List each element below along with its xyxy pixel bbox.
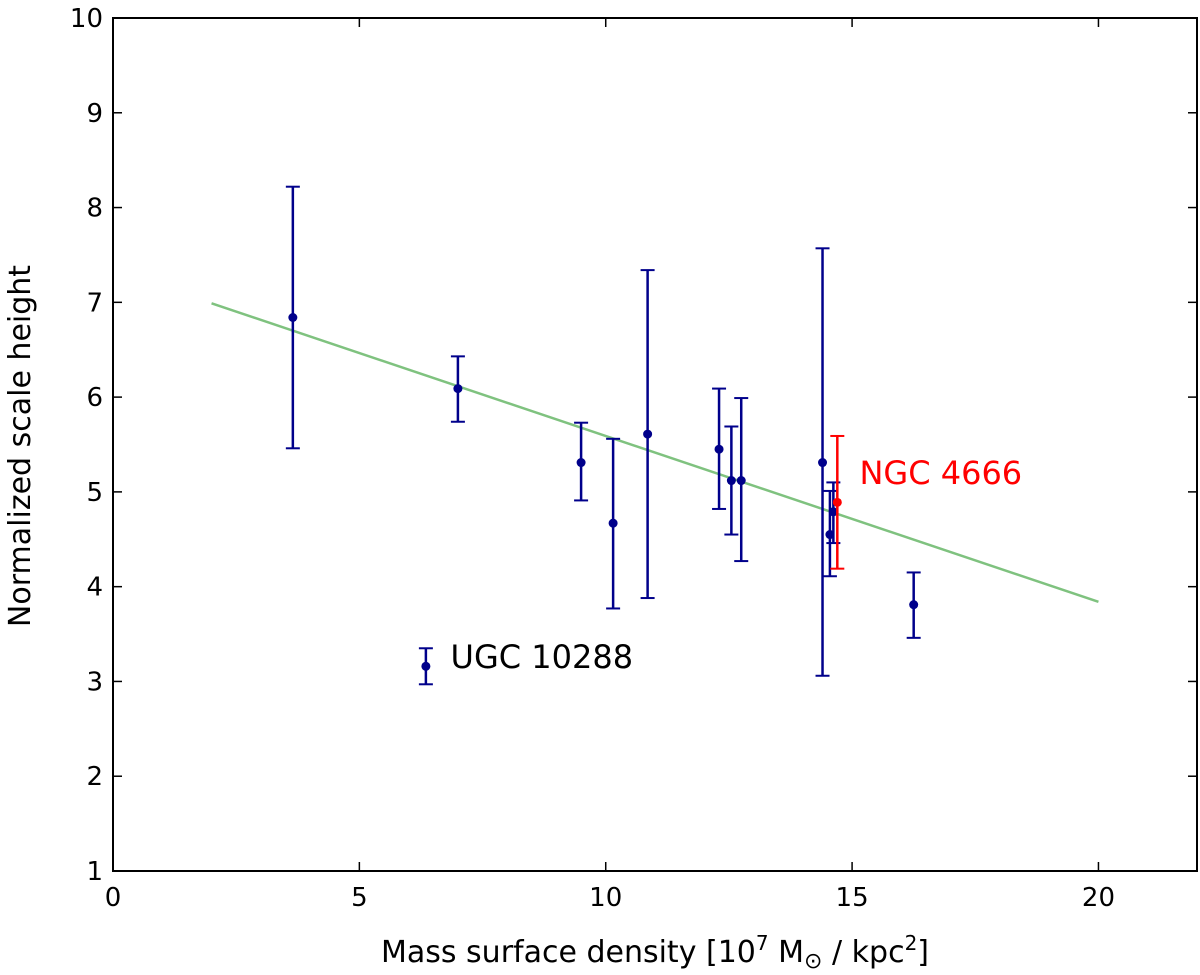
data-point-group xyxy=(450,355,465,423)
y-tick-label: 10 xyxy=(70,4,103,34)
data-point xyxy=(643,429,653,439)
ngc4666-point-group xyxy=(830,434,845,570)
annotation-ugc10288: UGC 10288 xyxy=(451,638,634,676)
axes: 0 5 10 15 20 1 2 3 4 5 6 7 8 9 10 xyxy=(70,4,1198,913)
y-tick-label: 7 xyxy=(86,288,103,318)
x-tick-label: 10 xyxy=(589,883,622,913)
data-point-group xyxy=(640,269,655,600)
data-point-group xyxy=(712,387,727,510)
data-point xyxy=(453,384,463,394)
data-point xyxy=(608,518,618,528)
data-point-group xyxy=(418,647,433,686)
data-point xyxy=(818,458,828,468)
x-axis-label: Mass surface density [107 M⊙ / kpc2] xyxy=(381,931,929,974)
data-point-group xyxy=(285,185,300,450)
ngc4666-marker xyxy=(832,497,842,507)
x-tick-label: 5 xyxy=(351,883,368,913)
data-point-group xyxy=(606,437,621,610)
plot-area: UGC 10288 NGC 4666 xyxy=(211,185,1099,686)
data-point xyxy=(576,458,586,468)
x-tick-label: 20 xyxy=(1082,883,1115,913)
annotation-ngc4666: NGC 4666 xyxy=(859,454,1022,492)
y-tick-label: 6 xyxy=(86,383,103,413)
y-tick-label: 3 xyxy=(86,667,103,697)
y-tick-label: 2 xyxy=(86,762,103,792)
y-tick-label: 1 xyxy=(86,857,103,887)
data-point xyxy=(726,476,736,486)
axes-frame xyxy=(112,17,1198,872)
data-point-group xyxy=(574,421,589,502)
data-point-group xyxy=(815,247,830,677)
data-point xyxy=(421,661,431,671)
data-point xyxy=(909,600,919,610)
y-axis-label: Normalized scale height xyxy=(3,265,38,627)
data-point-group xyxy=(906,571,921,639)
data-point-group xyxy=(734,397,749,563)
y-tick-label: 8 xyxy=(86,194,103,224)
data-point-group xyxy=(826,481,841,545)
y-tick-label: 5 xyxy=(86,478,103,508)
data-point xyxy=(828,507,838,517)
y-tick-label: 9 xyxy=(86,99,103,129)
x-tick-label: 15 xyxy=(836,883,869,913)
data-point xyxy=(714,444,724,454)
y-tick-label: 4 xyxy=(86,573,103,603)
x-tick-label: 0 xyxy=(105,883,122,913)
data-point xyxy=(288,312,298,322)
data-point xyxy=(736,476,746,486)
data-point-group xyxy=(724,425,739,536)
fit-line xyxy=(211,302,1099,604)
